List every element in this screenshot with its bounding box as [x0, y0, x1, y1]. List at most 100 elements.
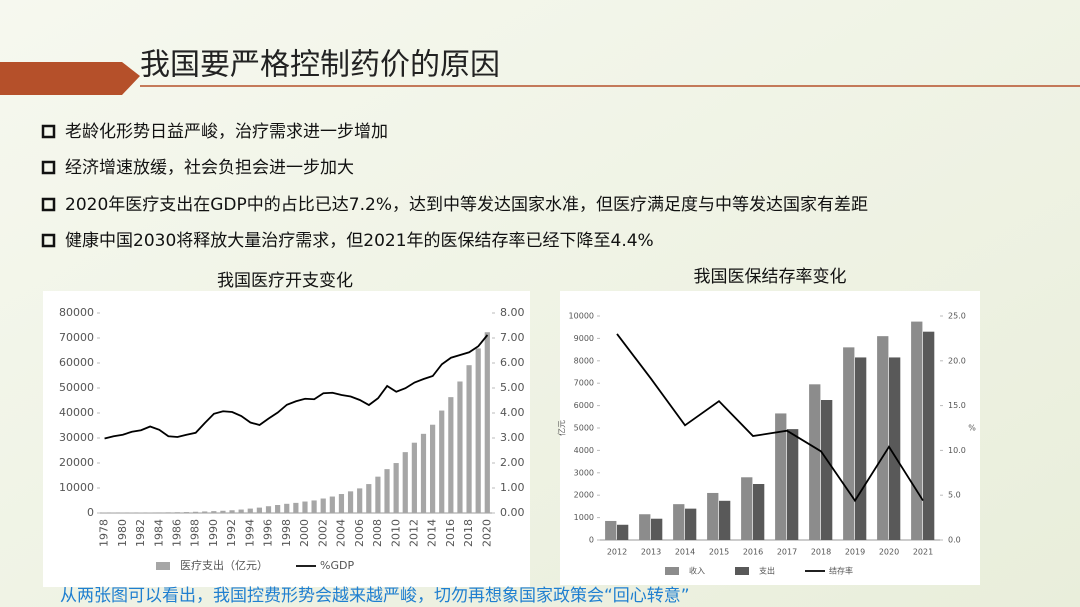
x-tick-label: 2014: [675, 548, 695, 557]
y-tick-label: 60000: [59, 356, 94, 369]
bar: [202, 511, 208, 513]
bar: [719, 500, 731, 540]
legend-label: 结存率: [829, 566, 853, 576]
bullet-box: [41, 160, 56, 175]
bar: [320, 498, 326, 513]
y-tick-label: 5000: [574, 424, 594, 433]
bullet: 经济增速放缓，社会负担会进一步加大: [65, 158, 354, 178]
bar: [475, 348, 481, 513]
bar: [741, 477, 753, 540]
slide-title: 我国要严格控制药价的原因: [140, 48, 500, 83]
bar: [923, 331, 935, 540]
x-tick-label: 1980: [116, 519, 129, 547]
x-tick-label: 2017: [777, 548, 797, 557]
bar: [238, 509, 244, 513]
x-tick-label: 2013: [641, 548, 661, 557]
y-tick-label: 30000: [59, 431, 94, 444]
bar: [673, 504, 685, 540]
bar: [229, 510, 235, 513]
legend-label: 支出: [759, 566, 775, 576]
bullet-box: [41, 197, 56, 212]
y2-tick-label: 4.00: [500, 406, 525, 419]
bar: [247, 508, 253, 513]
y-tick-label: 50000: [59, 381, 94, 394]
bar: [685, 508, 697, 540]
x-tick-label: 2004: [335, 519, 348, 547]
y-tick-label: 3000: [574, 468, 594, 477]
bar: [448, 397, 454, 513]
bar: [843, 347, 855, 540]
bar: [220, 510, 226, 513]
bar: [809, 384, 821, 540]
chart-panel: [560, 291, 980, 585]
bar: [877, 336, 889, 540]
x-tick-label: 2020: [879, 548, 899, 557]
bar: [457, 381, 463, 513]
y-axis-label: 亿元: [557, 420, 567, 436]
bar: [156, 512, 162, 513]
x-tick-label: 2008: [371, 519, 384, 547]
bar: [855, 357, 867, 540]
bar: [211, 511, 217, 513]
bar: [651, 518, 663, 540]
y-tick-label: 8000: [574, 356, 594, 365]
bar: [420, 433, 427, 513]
bullet-box: [41, 233, 56, 248]
bar: [174, 512, 180, 513]
x-tick-label: 2002: [316, 519, 329, 547]
chart-title: 我国医保结存率变化: [694, 267, 847, 287]
y2-tick-label: 0.00: [500, 506, 525, 519]
y2-tick-label: 5.00: [500, 381, 525, 394]
bar: [753, 484, 765, 540]
y-tick-label: 20000: [59, 456, 94, 469]
x-tick-label: 2018: [811, 548, 831, 557]
bar: [484, 332, 490, 513]
x-tick-label: 2014: [426, 519, 439, 547]
bar: [430, 424, 436, 513]
line: [104, 334, 489, 440]
legend-label: %GDP: [320, 559, 354, 572]
bar: [617, 524, 629, 540]
x-tick-label: 1986: [170, 519, 183, 547]
line: [616, 333, 924, 503]
y-tick-label: 1000: [574, 513, 594, 522]
bullet: 老龄化形势日益严峻，治疗需求进一步增加: [65, 122, 388, 142]
y2-tick-label: 2.00: [500, 456, 525, 469]
bar: [302, 501, 308, 513]
x-tick-label: 1994: [243, 519, 256, 547]
y2-tick-label: 8.00: [500, 306, 525, 319]
bar: [393, 463, 399, 513]
bar: [466, 365, 472, 513]
bar: [439, 410, 445, 513]
legend-swatch: [156, 562, 170, 570]
legend-swatch: [735, 567, 749, 575]
x-tick-label: 2012: [607, 548, 627, 557]
x-tick-label: 1982: [134, 519, 147, 547]
bar: [293, 502, 299, 513]
bullet-box: [41, 124, 56, 139]
caption: 从两张图可以看出，我国控费形势会越来越严峻，切勿再想象国家政策会“回心转意”: [60, 586, 690, 606]
x-tick-label: 2016: [444, 519, 457, 547]
x-tick-label: 1998: [280, 519, 293, 547]
x-tick-label: 2021: [913, 548, 933, 557]
y-tick-label: 9000: [574, 334, 594, 343]
y-tick-label: 40000: [59, 406, 94, 419]
x-tick-label: 1988: [189, 519, 202, 547]
bar: [147, 512, 153, 513]
bar: [911, 321, 923, 540]
y2-tick-label: 15.0: [948, 401, 966, 410]
bar: [347, 491, 354, 513]
bar: [311, 500, 317, 513]
bar: [787, 429, 799, 540]
bar: [639, 514, 651, 540]
bar: [707, 492, 719, 540]
title-arrow: [0, 62, 140, 95]
y2-tick-label: 1.00: [500, 481, 525, 494]
x-tick-label: 2000: [298, 519, 311, 547]
bar: [605, 520, 617, 540]
y2-tick-label: 25.0: [948, 312, 966, 321]
bar: [192, 511, 199, 513]
bar: [265, 506, 272, 513]
bar: [275, 505, 281, 513]
